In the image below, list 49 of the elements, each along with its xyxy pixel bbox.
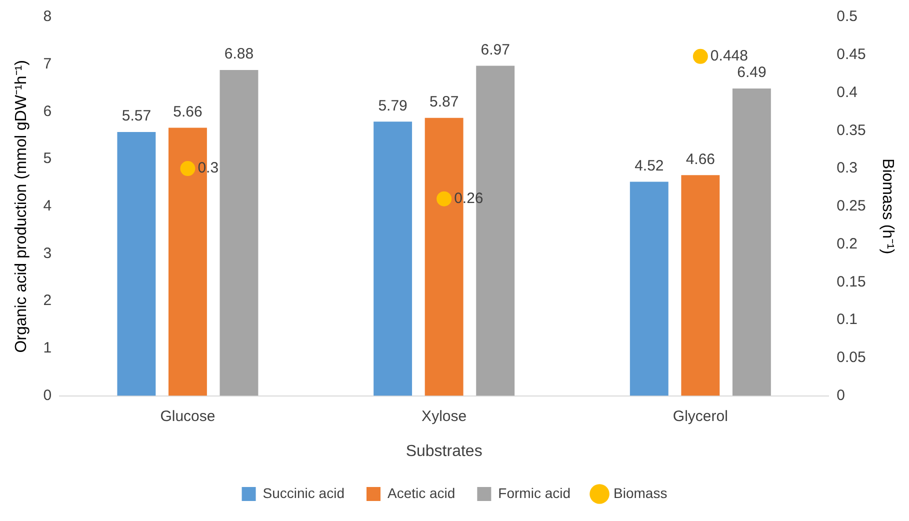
data-label: 0.448 xyxy=(710,48,748,65)
y-tick-label: 7 xyxy=(43,55,52,72)
bar xyxy=(630,182,668,396)
bar xyxy=(732,88,771,396)
y2-tick-label: 0.5 xyxy=(836,8,858,26)
y-tick-label: 1 xyxy=(43,340,52,357)
bar xyxy=(681,175,720,396)
data-label: 6.88 xyxy=(224,46,254,63)
y-tick-label: 3 xyxy=(43,244,52,262)
data-label: 5.66 xyxy=(173,103,202,120)
data-label: 5.87 xyxy=(429,93,459,110)
point xyxy=(436,191,452,206)
bar xyxy=(117,132,156,396)
data-label: 6.49 xyxy=(737,64,766,82)
y2-axis-title: Biomass (h⁻¹) xyxy=(878,158,896,254)
y2-tick-label: 0.4 xyxy=(836,84,858,101)
y-tick-label: 8 xyxy=(43,8,52,26)
data-label: 5.57 xyxy=(122,108,152,125)
y2-tick-label: 0.15 xyxy=(836,273,866,290)
x-tick-label: Xylose xyxy=(422,408,467,425)
x-tick-label: Glycerol xyxy=(672,408,728,425)
y2-tick-label: 0.1 xyxy=(836,311,858,328)
legend-label: Succinic acid xyxy=(262,484,344,501)
y-tick-label: 6 xyxy=(43,102,52,120)
x-tick-label: Glucose xyxy=(160,408,216,425)
y-axis-title: Organic acid production (mmol gDW⁻¹h⁻¹) xyxy=(13,60,30,353)
legend-label: Acetic acid xyxy=(387,484,456,501)
y-tick-label: 0 xyxy=(43,386,52,404)
y-tick-label: 4 xyxy=(43,198,52,215)
bar xyxy=(220,70,258,396)
y-tick-label: 2 xyxy=(43,292,52,310)
data-label: 4.66 xyxy=(686,150,716,168)
y2-tick-label: 0.3 xyxy=(836,160,858,177)
y2-tick-label: 0 xyxy=(836,386,845,404)
point xyxy=(692,48,708,64)
point xyxy=(180,161,196,176)
y2-tick-label: 0.45 xyxy=(836,46,866,64)
data-label: 6.97 xyxy=(480,41,510,58)
y2-tick-label: 0.05 xyxy=(836,349,866,366)
y2-tick-label: 0.35 xyxy=(836,122,866,139)
data-label: 4.52 xyxy=(634,157,664,174)
legend-label: Formic acid xyxy=(498,484,571,501)
bar xyxy=(374,122,412,396)
y-tick-label: 5 xyxy=(43,150,52,168)
data-label: 5.79 xyxy=(378,97,408,114)
x-axis-title: Substrates xyxy=(406,442,482,460)
y2-tick-label: 0.25 xyxy=(836,198,866,215)
legend-label: Biomass xyxy=(614,484,668,501)
y2-tick-label: 0.2 xyxy=(836,235,858,252)
